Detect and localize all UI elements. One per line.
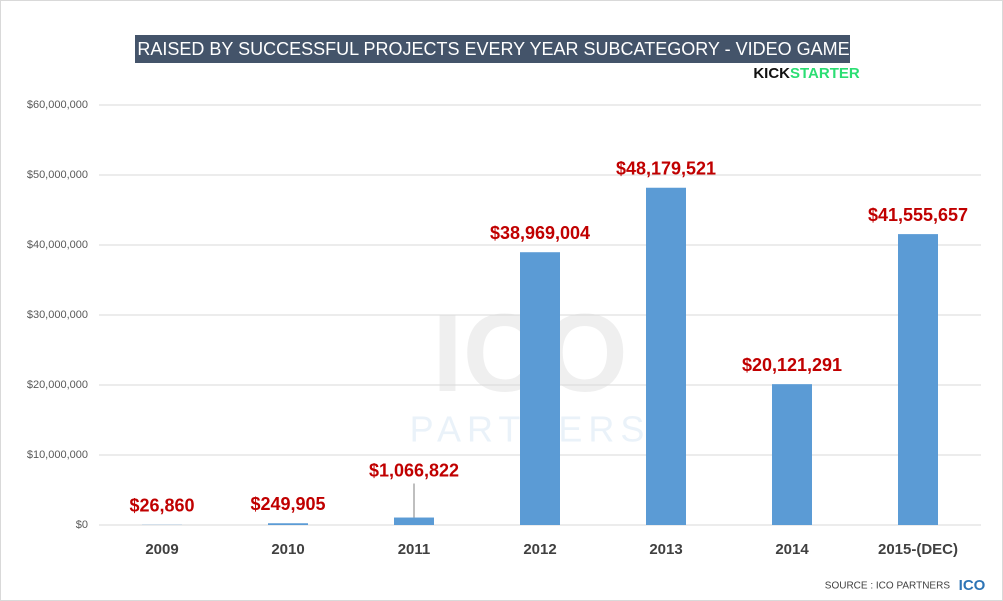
chart-title: $ RAISED BY SUCCESSFUL PROJECTS EVERY YE… (122, 39, 861, 59)
source: SOURCE : ICO PARTNERS (825, 581, 951, 592)
bar (898, 234, 938, 525)
value-label: $48,179,521 (616, 158, 716, 178)
x-tick-label: 2011 (398, 541, 431, 558)
y-tick-label: $40,000,000 (27, 239, 88, 251)
y-tick-label: $50,000,000 (27, 169, 88, 181)
y-tick-label: $0 (76, 519, 88, 531)
value-label: $1,066,822 (369, 460, 459, 480)
bar (268, 523, 308, 525)
x-tick-label: 2012 (523, 541, 556, 558)
value-label: $249,905 (250, 494, 325, 514)
value-label: $20,121,291 (742, 355, 842, 375)
x-tick-label: 2014 (775, 541, 809, 558)
y-tick-label: $30,000,000 (27, 309, 88, 321)
y-tick-label: $60,000,000 (27, 99, 88, 111)
bar (520, 252, 560, 525)
x-tick-label: 2010 (271, 541, 304, 558)
bar (394, 517, 434, 525)
logo-kick: KICK (753, 65, 790, 82)
title-box (135, 35, 850, 63)
x-tick-label: 2013 (649, 541, 682, 558)
x-tick-label: 2009 (145, 541, 178, 558)
y-tick-label: $20,000,000 (27, 379, 88, 391)
value-label: $26,860 (129, 496, 194, 516)
value-label: $38,969,004 (490, 223, 590, 243)
bar (772, 384, 812, 525)
y-tick-label: $10,000,000 (27, 449, 88, 461)
bar (646, 187, 686, 525)
source-logo: ICO (959, 577, 986, 594)
logo-starter: STARTER (790, 65, 860, 82)
x-tick-label: 2015-(DEC) (878, 541, 958, 558)
value-label: $41,555,657 (868, 205, 968, 225)
